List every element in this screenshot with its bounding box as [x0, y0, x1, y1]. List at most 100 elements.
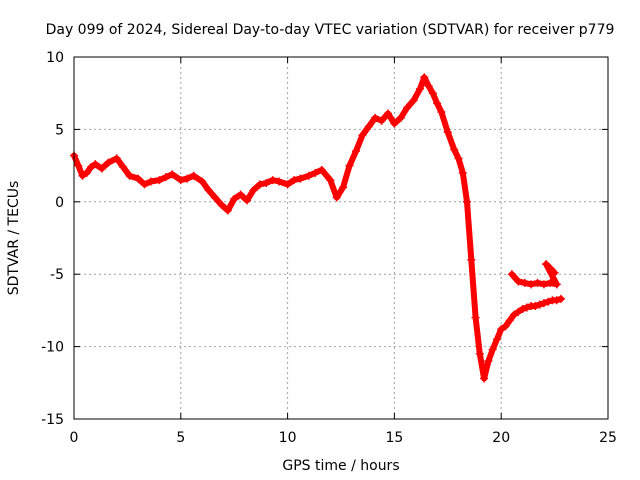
data-point: [332, 193, 341, 202]
data-point: [371, 113, 380, 122]
x-tick-label: 20: [492, 430, 510, 446]
data-point: [471, 313, 480, 322]
data-point: [210, 193, 219, 202]
data-point: [492, 335, 501, 344]
x-tick-label: 15: [385, 430, 403, 446]
data-point: [91, 160, 100, 169]
y-tick-label: -15: [41, 412, 64, 428]
data-point: [443, 128, 452, 137]
data-point: [497, 325, 506, 334]
data-point: [125, 171, 134, 180]
data-point: [539, 280, 548, 289]
data-point: [531, 302, 540, 311]
data-point: [345, 161, 354, 170]
data-point: [409, 96, 418, 105]
data-point: [437, 108, 446, 117]
data-point: [311, 168, 320, 177]
data-point: [377, 116, 386, 125]
data-point: [475, 349, 484, 358]
data-point: [217, 200, 226, 209]
data-point: [396, 113, 405, 122]
data-point: [420, 73, 429, 82]
y-tick-label: 10: [46, 50, 64, 66]
data-point: [317, 165, 326, 174]
data-point: [433, 99, 442, 108]
data-point: [339, 183, 348, 192]
data-point: [383, 109, 392, 118]
data-point: [518, 304, 527, 313]
data-point: [351, 147, 360, 156]
data-point: [527, 280, 536, 289]
tick-layer: 0 5 10 15 20 25 10 5 0 -5 -10 -15: [41, 50, 617, 446]
data-point: [146, 177, 155, 186]
data-point: [104, 158, 113, 167]
data-point: [189, 171, 198, 180]
data-point: [262, 178, 271, 187]
y-tick-label: -10: [41, 340, 64, 356]
data-point: [514, 277, 523, 286]
data-point: [358, 131, 367, 140]
data-point: [546, 264, 555, 273]
y-tick-label: 5: [55, 122, 64, 138]
y-tick-label: -5: [50, 267, 64, 283]
x-tick-label: 5: [176, 430, 185, 446]
chart-title: Day 099 of 2024, Sidereal Day-to-day VTE…: [46, 22, 615, 38]
x-tick-label: 25: [599, 430, 617, 446]
data-point: [236, 190, 245, 199]
data-point: [463, 197, 472, 206]
data-point: [326, 176, 335, 185]
data-point: [480, 374, 489, 383]
data-point: [112, 154, 121, 163]
data-point: [557, 294, 566, 303]
data-point: [119, 163, 128, 172]
data-point: [488, 345, 497, 354]
data-point: [78, 171, 87, 180]
data-point: [183, 174, 192, 183]
data-point: [268, 176, 277, 185]
y-tick-label: 0: [55, 195, 64, 211]
data-point: [168, 170, 177, 179]
data-point: [467, 255, 476, 264]
data-point: [533, 278, 542, 287]
y-axis-title: SDTVAR / TECUs: [6, 181, 22, 296]
data-point: [484, 357, 493, 366]
data-point: [390, 119, 399, 128]
data-point: [140, 180, 149, 189]
grid-layer: [74, 57, 608, 419]
data-point: [505, 316, 514, 325]
data-point: [249, 186, 258, 195]
data-point: [87, 163, 96, 172]
data-point: [275, 177, 284, 186]
data-point: [552, 280, 561, 289]
data-point: [161, 173, 170, 182]
data-point: [544, 297, 553, 306]
data-point: [428, 89, 437, 98]
data-point: [510, 310, 519, 319]
plot-frame: [73, 56, 609, 420]
data-point: [520, 278, 529, 287]
data-point: [501, 322, 510, 331]
data-point: [82, 168, 91, 177]
data-point: [204, 186, 213, 195]
data-point: [155, 176, 164, 185]
data-point: [539, 299, 548, 308]
data-point: [283, 180, 292, 189]
data-point: [304, 171, 313, 180]
data-point: [255, 180, 264, 189]
data-point: [535, 300, 544, 309]
data-point: [522, 303, 531, 312]
x-tick-label: 10: [279, 430, 297, 446]
data-point: [403, 103, 412, 112]
data-point: [230, 194, 239, 203]
data-point: [424, 81, 433, 90]
data-point: [134, 174, 143, 183]
data-point: [364, 122, 373, 131]
data-point: [450, 145, 459, 154]
data-point: [296, 174, 305, 183]
data-point: [243, 196, 252, 205]
data-point: [550, 268, 559, 277]
data-point: [290, 176, 299, 185]
